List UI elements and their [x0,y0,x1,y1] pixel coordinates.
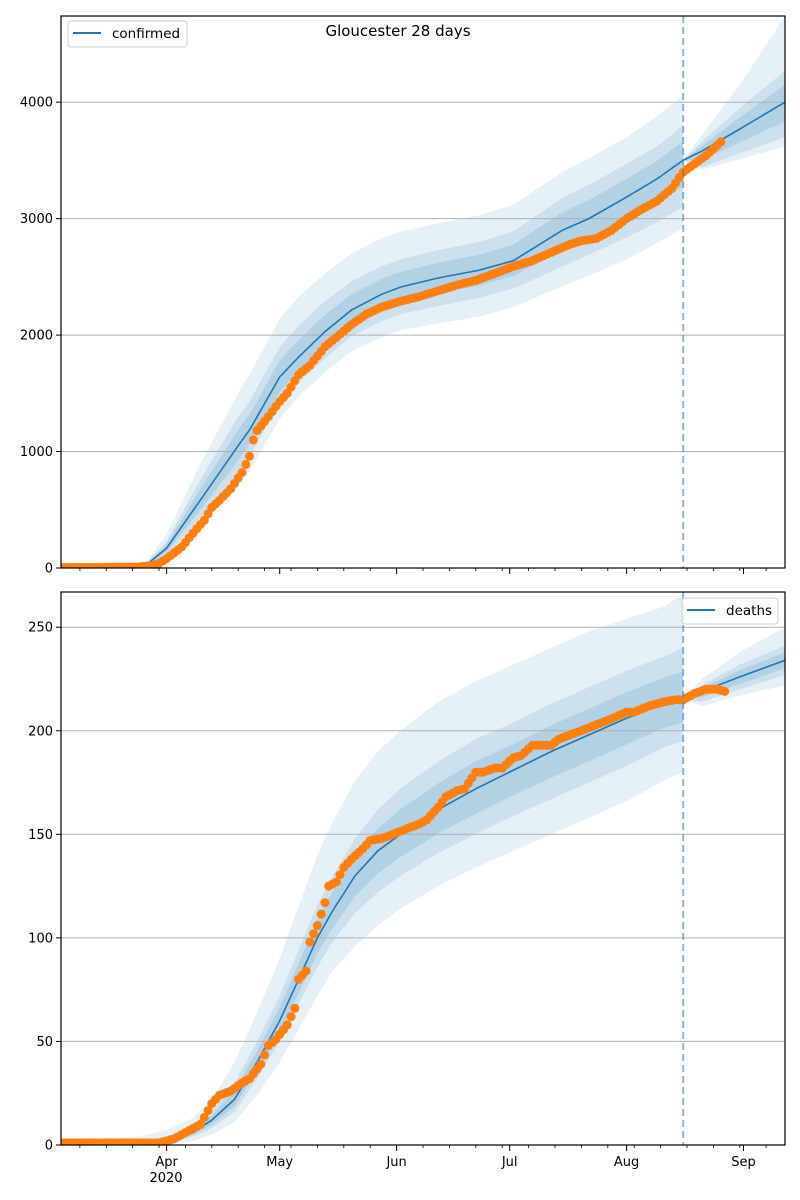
outer-band-fit [61,594,684,1145]
inner-band-forecast [683,70,785,168]
x-tick-label: Jul [501,1155,518,1170]
x-tick-label: Sep [731,1155,756,1170]
chart-title: Gloucester 28 days [325,22,470,40]
observed-point [309,929,319,939]
confirmed-observed-points [61,137,726,568]
y-tick-label: 1000 [20,445,53,460]
confirmed-model-line [61,101,785,568]
observed-point [316,909,326,919]
legend-box [681,597,779,625]
observed-point [248,435,258,445]
observed-point [237,468,247,477]
y-tick-label: 3000 [20,212,53,227]
y-tick-label: 100 [28,931,53,946]
observed-point [720,686,730,696]
core-band-forecast [683,84,785,161]
observed-point [290,1003,300,1013]
observed-point [331,877,341,887]
x-year-label: 2020 [149,1171,182,1186]
deaths-observed-points [61,684,730,1145]
x-tick-label: Aug [614,1155,639,1170]
deaths-gridlines [61,626,785,1042]
deaths-uncertainty-bands [61,594,785,1145]
observed-point [286,1012,296,1022]
confirmed-gridlines [61,101,785,452]
y-tick-label: 150 [28,828,53,843]
x-tick-label: Apr [155,1155,178,1170]
observed-point [199,1112,209,1122]
observed-point [320,898,330,908]
core-band-fit [61,141,684,568]
observed-point [245,451,254,461]
deaths-y-axis: 0 50 100 150 200 250 [28,621,61,1154]
y-tick-label: 2000 [20,329,53,344]
confirmed-panel: 0 1000 2000 3000 4000 Gloucester 28 days con… [20,15,786,577]
legend-confirmed: confirmed [67,20,188,48]
y-tick-label: 0 [45,1139,53,1154]
observed-point [312,921,322,930]
x-tick-label: May [266,1155,293,1170]
observed-point [260,1050,270,1060]
x-tick-label: Jun [385,1155,406,1170]
model-median-line [61,101,785,568]
confirmed-uncertainty-bands [61,16,785,568]
outer-band-fit [61,95,684,568]
outer-band-forecast [683,16,785,170]
legend-label-deaths: deaths [726,603,772,619]
y-tick-label: 250 [28,621,53,636]
observed-point [241,459,251,469]
inner-band-fit [61,647,684,1145]
y-tick-label: 200 [28,724,53,739]
legend-deaths: deaths [681,597,779,625]
observed-point [301,966,311,976]
observed-point [282,1020,292,1030]
legend-box [67,20,188,48]
y-tick-label: 0 [45,562,53,577]
observed-point [203,1106,213,1115]
observed-point [196,1119,205,1129]
observed-point [305,937,315,947]
observed-point [716,137,726,147]
observed-point [335,870,345,880]
deaths-x-axis: Apr May Jun Jul Aug Sep [79,1145,767,1170]
observed-point [199,515,209,525]
legend-label-confirmed: confirmed [112,26,180,42]
confirmed-y-axis: 0 1000 2000 3000 4000 [20,96,61,577]
y-tick-label: 4000 [20,96,53,111]
inner-band-fit [61,125,684,568]
confirmed-x-axis [79,568,767,574]
y-tick-label: 50 [36,1035,53,1050]
observed-point [256,1059,266,1069]
